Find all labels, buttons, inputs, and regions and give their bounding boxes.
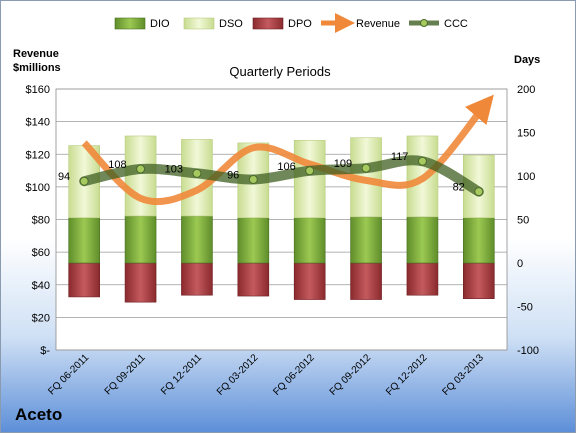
dso-bar <box>293 140 326 219</box>
dpo-bar <box>237 262 270 297</box>
legend-label: DPO <box>288 18 312 30</box>
right-tick-label: 50 <box>517 215 529 227</box>
ccc-point <box>361 163 371 173</box>
dio-bar <box>293 217 326 264</box>
dpo-bar <box>68 262 100 298</box>
ccc-point <box>474 187 484 197</box>
left-axis-label-line1: Revenue <box>13 48 59 60</box>
ccc-point <box>136 164 146 174</box>
x-tick-label: FQ 09-2012 <box>328 352 374 398</box>
ccc-point <box>192 168 202 178</box>
ccc-data-label: 103 <box>165 163 183 175</box>
revenue-line <box>81 94 494 206</box>
dio-bar <box>181 215 213 264</box>
dio-bar <box>124 215 157 264</box>
dso-legend-swatch <box>183 17 215 30</box>
x-tick-label: FQ 06-2012 <box>271 352 317 398</box>
right-tick-label: 0 <box>517 258 523 270</box>
x-tick-label: FQ 06-2011 <box>46 352 91 397</box>
bars <box>68 135 495 303</box>
dio-bar <box>406 216 439 264</box>
right-tick-label: 200 <box>517 84 535 96</box>
chart-title: Quarterly Periods <box>229 64 331 79</box>
left-tick-label: $20 <box>32 312 50 324</box>
left-axis-label-line2: $millions <box>13 62 61 74</box>
legend-label: DSO <box>219 18 243 30</box>
left-tick-label: $60 <box>32 247 50 259</box>
dpo-bar <box>124 262 157 303</box>
legend-label: DIO <box>150 18 170 30</box>
ccc-point <box>79 176 89 186</box>
dpo-legend-swatch <box>252 17 284 30</box>
right-axis-label: Days <box>514 54 540 66</box>
ccc-data-label: 108 <box>108 159 126 171</box>
dpo-bar <box>350 262 382 300</box>
ccc-point <box>417 156 427 166</box>
ccc-data-label: 96 <box>227 169 239 181</box>
ccc-series: 94 108 103 96 106 109 117 82 <box>58 151 484 197</box>
dio-bar <box>463 217 495 264</box>
dpo-bar <box>463 262 495 299</box>
dpo-bar <box>181 262 213 296</box>
right-tick-label: -100 <box>517 345 539 357</box>
left-tick-label: $120 <box>26 149 50 161</box>
dio-bar <box>237 217 270 264</box>
x-tick-label: FQ 12-2012 <box>384 352 430 398</box>
x-tick-label: FQ 09-2011 <box>103 352 148 397</box>
left-tick-label: $160 <box>26 84 50 96</box>
right-axis-ticks: -100 -50 0 50 100 150 200 <box>517 84 539 357</box>
ccc-point <box>305 166 315 176</box>
right-tick-label: 100 <box>517 171 535 183</box>
ccc-data-label: 94 <box>58 171 70 183</box>
ccc-data-label: 82 <box>453 182 465 194</box>
left-tick-label: $140 <box>26 117 50 129</box>
legend-label: Revenue <box>356 18 400 30</box>
legend: DIO DSO DPO Revenue CCC <box>114 13 468 33</box>
ccc-data-label: 109 <box>334 158 352 170</box>
left-tick-label: $40 <box>32 280 50 292</box>
left-axis-ticks: $- $20 $40 $60 $80 $100 $120 $140 $160 <box>26 84 51 357</box>
dpo-bar <box>293 262 326 300</box>
left-tick-label: $80 <box>32 215 50 227</box>
ccc-point <box>248 174 258 184</box>
ccc-legend-marker <box>420 19 428 27</box>
left-tick-label: $- <box>40 345 50 357</box>
dio-bar <box>68 217 100 264</box>
revenue-series <box>81 94 494 206</box>
left-tick-label: $100 <box>26 182 50 194</box>
x-tick-label: FQ 03-2013 <box>440 352 486 398</box>
dio-bar <box>350 216 382 264</box>
right-tick-label: 150 <box>517 128 535 140</box>
x-axis-ticks: FQ 06-2011 FQ 09-2011 FQ 12-2011 FQ 03-2012… <box>46 352 486 398</box>
x-tick-label: FQ 12-2011 <box>159 352 204 397</box>
x-tick-label: FQ 03-2012 <box>215 352 261 398</box>
ccc-data-label: 106 <box>277 161 295 173</box>
dpo-bar <box>406 262 439 296</box>
legend-label: CCC <box>444 18 468 30</box>
company-name: Aceto <box>15 405 63 424</box>
right-tick-label: -50 <box>517 302 533 314</box>
dio-legend-swatch <box>114 17 146 30</box>
ccc-data-label: 117 <box>391 151 409 163</box>
